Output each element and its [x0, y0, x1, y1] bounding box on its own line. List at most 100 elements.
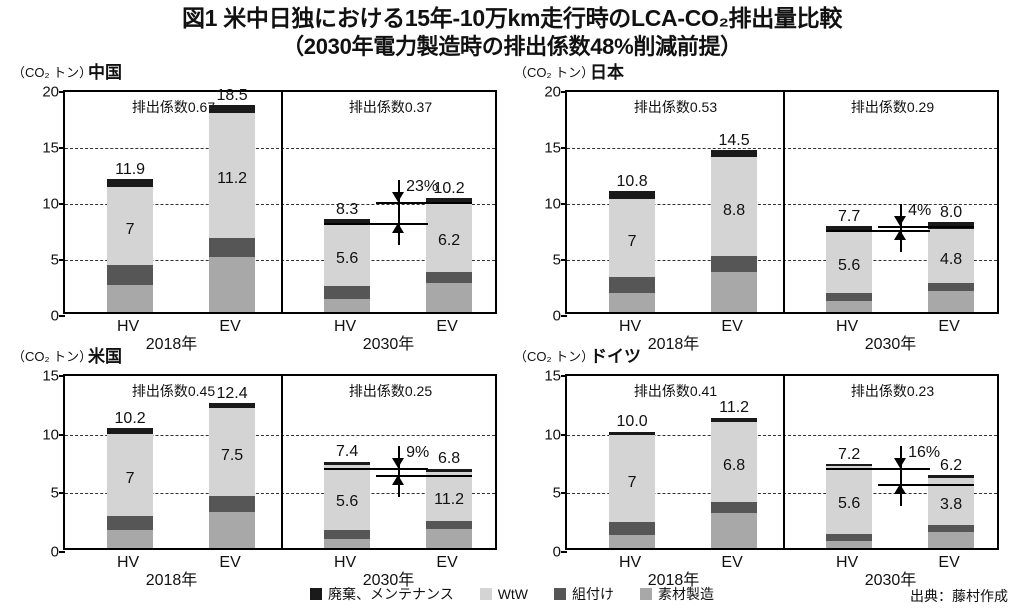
x-axis-category-label: HV: [116, 554, 140, 571]
delta-percent-label: 9%: [406, 443, 430, 461]
bar-total-value-label: 10.8: [616, 173, 648, 191]
legend-label: 廃棄、メンテナンス: [327, 586, 454, 602]
y-axis-tick-mark: [59, 433, 65, 436]
group-divider: [783, 92, 785, 312]
gridline: [567, 204, 997, 205]
bar-total-value-label: 8.0: [939, 204, 963, 222]
bar-segment-value-label: 6.8: [722, 457, 746, 475]
gridline: [567, 434, 997, 436]
delta-leader-line-to: [376, 201, 473, 204]
delta-arrowhead-down-icon: [894, 216, 907, 227]
x-axis-category-label: EV: [721, 318, 743, 335]
bar-segment-wtw: [209, 112, 256, 239]
delta-arrowhead-up-icon: [392, 223, 405, 234]
bar-segment-value-label: 5.6: [837, 256, 861, 274]
y-axis-tick-mark: [59, 259, 65, 261]
y-axis-tick-mark: [561, 315, 567, 317]
bar-germany-2018年-EV: [711, 417, 758, 548]
gridline: [567, 493, 997, 495]
bar-segment-value-label: 4.8: [939, 251, 963, 268]
y-axis-unit-label: （CO₂ トン）: [12, 65, 93, 80]
y-axis-tick-label: 5: [50, 484, 59, 502]
bar-segment-assembly: [324, 530, 371, 539]
legend-item-disposal: 廃棄、メンテナンス: [309, 584, 454, 604]
delta-percent-label: 4%: [908, 202, 932, 220]
bar-segment-wtw: [426, 202, 473, 272]
bar-segment-material: [426, 282, 473, 312]
bar-total-value-label: 12.4: [216, 384, 248, 402]
delta-arrowhead-up-icon: [392, 474, 405, 485]
x-axis-category-label: EV: [938, 318, 960, 335]
y-axis-tick-label: 20: [544, 83, 561, 101]
x-axis-group-label: 2030年: [864, 336, 917, 353]
y-axis-tick-mark: [59, 551, 65, 553]
bar-segment-disposal: [107, 178, 154, 187]
bar-segment-value-label: 8.8: [722, 201, 746, 219]
bar-total-value-label: 18.5: [216, 86, 248, 104]
legend-item-wtw: WtW: [479, 586, 528, 602]
bar-segment-value-label: 11.2: [434, 491, 465, 509]
y-axis-tick-mark: [561, 375, 567, 377]
source-note: 出典：藤村作成: [910, 588, 1008, 604]
bar-segment-wtw: [107, 186, 154, 265]
x-axis-group-label: 2018年: [145, 572, 198, 589]
legend-item-assembly: 組付け: [554, 584, 614, 604]
bar-germany-2030年-HV: [826, 463, 873, 548]
x-axis-category-label: EV: [436, 554, 458, 571]
delta-arrow-line: [398, 179, 401, 246]
y-axis-unit-label: （CO₂ トン）: [514, 65, 595, 80]
x-axis-category-label: HV: [333, 318, 357, 335]
y-axis-tick-mark: [59, 91, 65, 93]
chart-legend: 廃棄、メンテナンス WtW 組付け 素材製造: [0, 584, 1024, 604]
bar-segment-material: [209, 257, 256, 312]
bar-segment-wtw: [928, 229, 975, 283]
delta-arrow-line: [398, 445, 401, 497]
delta-percent-label: 16%: [908, 443, 941, 461]
bar-segment-material: [826, 540, 873, 548]
y-axis-tick-label: 15: [42, 139, 59, 157]
bar-japan-2018年-EV: [711, 149, 758, 312]
y-axis-tick-mark: [561, 147, 567, 149]
delta-leader-line-to: [878, 226, 975, 229]
x-axis-group-label: 2018年: [647, 336, 700, 353]
bar-segment-wtw: [826, 230, 873, 293]
y-axis-tick-label: 5: [552, 251, 561, 269]
bar-segment-disposal: [928, 475, 975, 478]
bar-segment-material: [711, 512, 758, 548]
x-axis-category-label: HV: [618, 318, 642, 335]
emission-coefficient-label: 排出係数0.41: [633, 383, 718, 399]
gridline: [65, 493, 495, 495]
bar-segment-assembly: [609, 277, 656, 293]
emission-coefficient-label: 排出係数0.45: [131, 383, 216, 399]
group-divider: [281, 376, 283, 548]
bar-total-value-label: 11.9: [115, 160, 146, 178]
bar-segment-disposal: [928, 222, 975, 230]
delta-arrow-line: [900, 204, 903, 252]
bar-segment-disposal: [107, 428, 154, 435]
bar-segment-assembly: [928, 524, 975, 532]
bar-segment-disposal: [711, 417, 758, 423]
bar-segment-value-label: 6.2: [437, 231, 461, 249]
bar-segment-assembly: [209, 496, 256, 512]
bar-total-value-label: 11.2: [719, 398, 750, 416]
delta-leader-line-to: [376, 474, 473, 477]
y-axis-tick-label: 0: [552, 543, 561, 561]
bar-japan-2018年-HV: [609, 191, 656, 312]
plot-area: 0 5 10 15 排出係数0.41 7 10.0 6.8 11.2 排出係数0.23 5.6 7.2…: [544, 368, 999, 561]
x-axis-category-label: EV: [436, 318, 458, 335]
emission-coefficient-label: 排出係数0.67: [131, 99, 216, 115]
bar-segment-assembly: [426, 271, 473, 283]
bar-segment-disposal: [711, 149, 758, 158]
delta-arrowhead-down-icon: [392, 191, 405, 202]
bar-segment-material: [711, 271, 758, 312]
bar-usa-2018年-EV: [209, 402, 256, 548]
plot-area: 0 5 10 15 排出係数0.45 7 10.2 7.5 12.4 排出係数0.25 5.6 7.4…: [42, 368, 497, 561]
delta-arrowhead-down-icon: [392, 457, 405, 468]
figure-title-sub: （2030年電力製造時の排出係数48%削減前提）: [282, 34, 742, 60]
x-axis-category-label: EV: [219, 318, 241, 335]
y-axis-tick-label: 10: [42, 195, 59, 213]
y-axis-tick-label: 0: [50, 307, 59, 325]
bar-segment-value-label: 7: [627, 233, 637, 251]
bar-total-value-label: 6.8: [437, 450, 461, 468]
